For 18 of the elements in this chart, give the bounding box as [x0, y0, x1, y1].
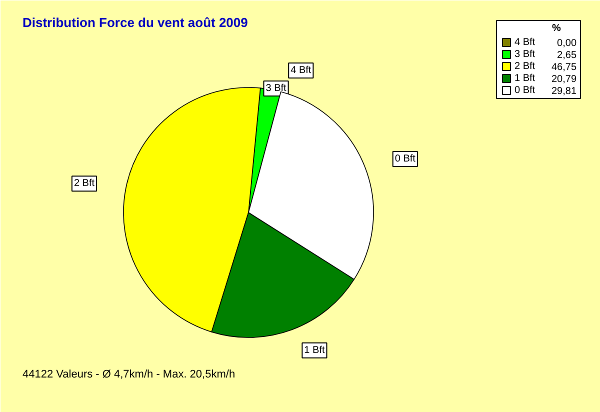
slice-label: 2 Bft [74, 178, 95, 190]
data-label: 46,75 [551, 62, 577, 73]
data-label: 29,81 [551, 86, 577, 97]
data-label: 2,65 [557, 50, 577, 61]
data-label: 20,79 [551, 74, 577, 85]
legend-title: % [552, 23, 562, 34]
legend-label: 0 Bft [514, 85, 536, 96]
legend-label: 4 Bft [514, 37, 536, 48]
legend-label: 2 Bft [514, 61, 536, 72]
text: 0,00 [557, 38, 577, 49]
chart-title: Distribution Force du vent août 2009 [22, 15, 248, 30]
legend-label: 3 Bft [514, 49, 536, 60]
legend-label: 1 Bft [514, 73, 536, 84]
slice-label: 0 Bft [394, 154, 416, 164]
slice-label: 3 Bft [266, 83, 287, 94]
category-label: 4 Bft [290, 65, 312, 76]
slice-label: 1 Bft [304, 344, 325, 356]
text: 44122 Valeurs - Ø 4,7km/h - Max. 20,5km/h [22, 368, 236, 380]
